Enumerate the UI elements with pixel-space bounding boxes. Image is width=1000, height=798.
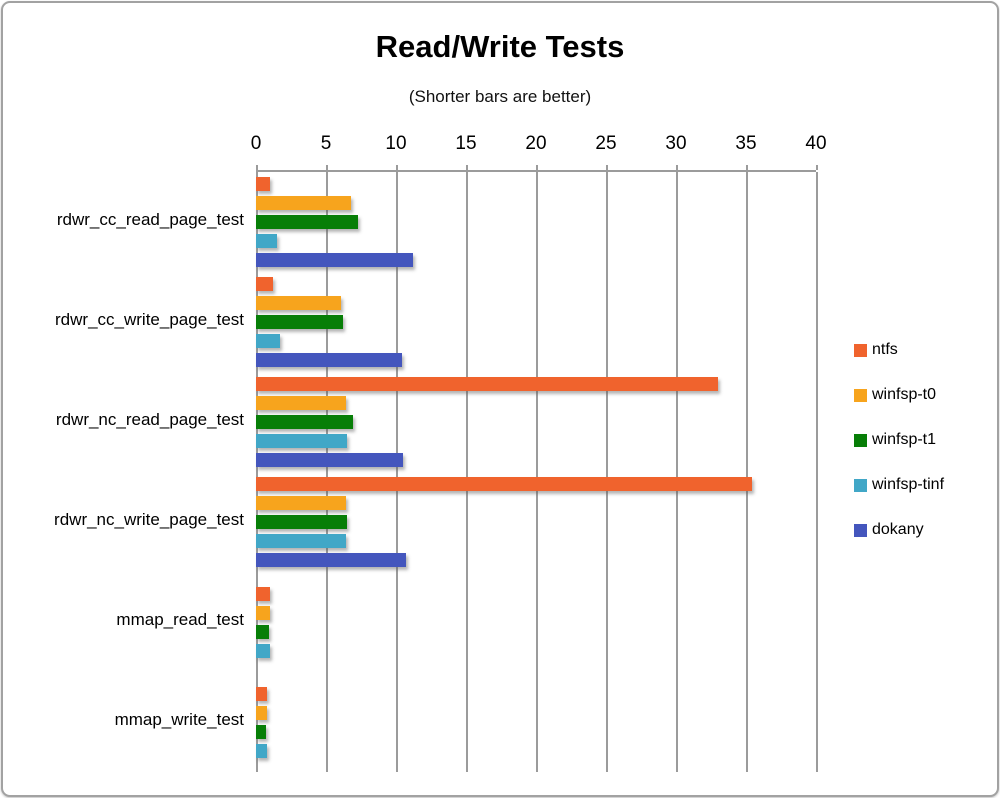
category-axis: rdwr_cc_read_page_test rdwr_cc_write_page… <box>3 170 244 770</box>
category-band <box>256 272 816 372</box>
bar-winfsp-tinf <box>256 534 346 548</box>
bar-ntfs <box>256 686 268 701</box>
bar-winfsp-tinf <box>256 643 270 658</box>
category-label: mmap_write_test <box>114 710 244 729</box>
category-band <box>256 472 816 572</box>
axis-tick-mark <box>606 165 608 170</box>
bar-winfsp-t0 <box>256 396 346 410</box>
axis-tick-mark <box>256 165 258 170</box>
bar-winfsp-t1 <box>256 724 266 739</box>
bar-ntfs <box>256 177 270 191</box>
bar-winfsp-t1 <box>256 624 269 639</box>
legend-label: winfsp-t0 <box>872 386 937 403</box>
bar-winfsp-t1 <box>256 415 353 429</box>
bar-winfsp-t0 <box>256 705 268 720</box>
bar-dokany <box>256 253 413 267</box>
legend: ntfs winfsp-t0 winfsp-t1 winfsp-tinf dokany <box>854 340 944 540</box>
legend-item: winfsp-tinf <box>854 475 944 495</box>
axis-tick-mark <box>816 165 818 170</box>
bar-winfsp-t1 <box>256 215 359 229</box>
legend-swatch <box>854 523 867 537</box>
axis-tick-mark <box>466 165 468 170</box>
bar-dokany <box>256 353 402 367</box>
legend-label: winfsp-tinf <box>872 476 945 493</box>
bar-winfsp-tinf <box>256 434 347 448</box>
gridline <box>676 172 678 772</box>
legend-item: dokany <box>854 520 944 540</box>
bar-ntfs <box>256 377 718 391</box>
axis-tick-label: 30 <box>665 133 687 154</box>
gridline <box>816 172 818 772</box>
bar-winfsp-tinf <box>256 234 277 248</box>
legend-item: ntfs <box>854 340 944 360</box>
legend-item: winfsp-t0 <box>854 385 944 405</box>
category-band <box>256 572 816 672</box>
bar-winfsp-t0 <box>256 605 270 620</box>
axis-tick-mark <box>746 165 748 170</box>
gridline <box>746 172 748 772</box>
axis-tick-label: 35 <box>735 133 757 154</box>
bar-ntfs <box>256 277 273 291</box>
bar-dokany <box>256 553 406 567</box>
axis-tick-mark <box>676 165 678 170</box>
legend-swatch <box>854 343 867 357</box>
bar-winfsp-tinf <box>256 743 268 758</box>
category-label: mmap_read_test <box>116 610 244 629</box>
category-label: rdwr_nc_read_page_test <box>55 410 244 429</box>
chart-title: Read/Write Tests <box>375 29 625 64</box>
chart-subtitle: (Shorter bars are better) <box>408 87 592 106</box>
gridline <box>256 172 258 772</box>
gridline <box>466 172 468 772</box>
bar-winfsp-tinf <box>256 334 280 348</box>
category-band <box>256 372 816 472</box>
legend-swatch <box>854 433 867 447</box>
axis-tick-mark <box>396 165 398 170</box>
bar-winfsp-t1 <box>256 315 343 329</box>
category-band <box>256 172 816 272</box>
gridline <box>396 172 398 772</box>
legend-label: ntfs <box>872 341 898 358</box>
legend-label: winfsp-t1 <box>872 431 937 448</box>
bar-ntfs <box>256 586 270 601</box>
category-label: rdwr_cc_read_page_test <box>56 210 244 229</box>
x-axis: 0 5 10 15 20 25 30 35 40 <box>251 133 827 163</box>
category-label: rdwr_nc_write_page_test <box>54 510 244 529</box>
legend-item: winfsp-t1 <box>854 430 944 450</box>
axis-tick-label: 20 <box>525 133 547 154</box>
axis-tick-label: 5 <box>320 133 332 154</box>
bar-winfsp-t0 <box>256 496 346 510</box>
axis-tick-mark <box>536 165 538 170</box>
axis-tick-label: 10 <box>385 133 407 154</box>
gridline <box>606 172 608 772</box>
axis-tick-mark <box>326 165 328 170</box>
bar-winfsp-t0 <box>256 196 352 210</box>
bar-winfsp-t1 <box>256 515 347 529</box>
bar-winfsp-t0 <box>256 296 342 310</box>
legend-swatch <box>854 478 867 492</box>
legend-swatch <box>854 388 867 402</box>
gridline <box>536 172 538 772</box>
axis-tick-label: 15 <box>455 133 477 154</box>
category-label: rdwr_cc_write_page_test <box>55 310 244 329</box>
axis-tick-label: 25 <box>595 133 617 154</box>
axis-tick-label: 40 <box>805 133 827 154</box>
bar-dokany <box>256 453 403 467</box>
gridline <box>326 172 328 772</box>
plot-area <box>256 165 818 772</box>
axis-tick-label: 0 <box>250 133 262 154</box>
bar-ntfs <box>256 477 752 491</box>
category-band <box>256 672 816 772</box>
legend-label: dokany <box>872 521 924 538</box>
